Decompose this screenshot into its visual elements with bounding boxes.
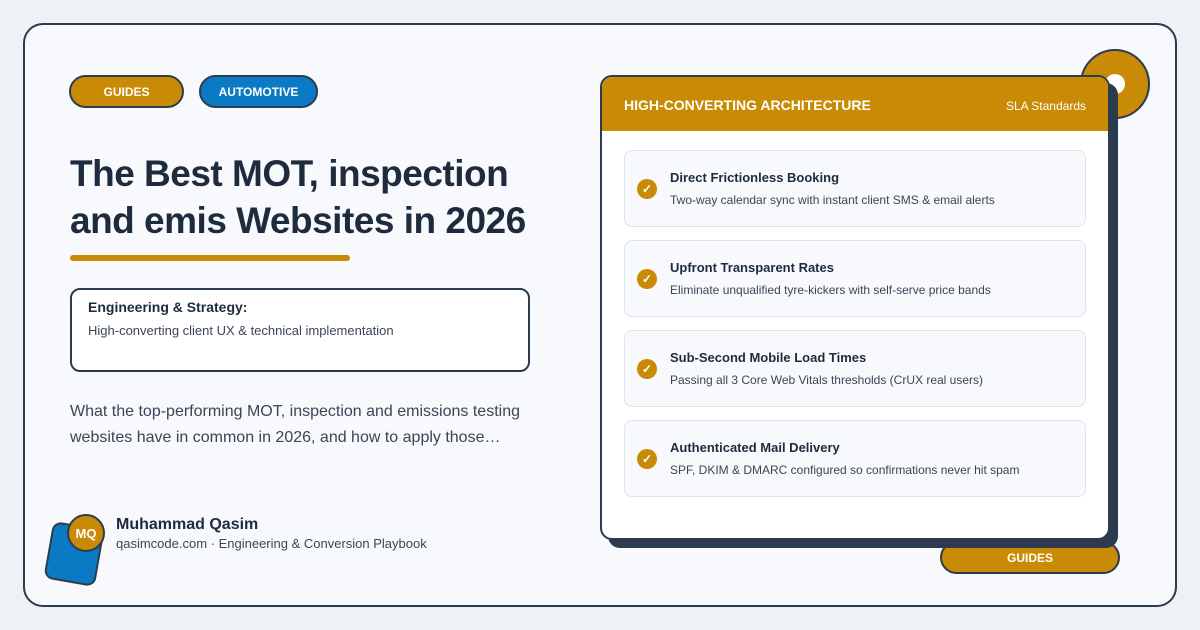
callout: Engineering & Strategy: High-converting … [70, 288, 530, 372]
feature-title: Direct Frictionless Booking [670, 170, 840, 185]
panel-header [602, 77, 1108, 131]
footer-tag[interactable]: GUIDES [1006, 550, 1053, 565]
tag[interactable]: GUIDES [69, 75, 184, 108]
feature-text: Two-way calendar sync with instant clien… [670, 193, 995, 207]
feature-title: Sub-Second Mobile Load Times [670, 350, 867, 365]
feature-title: Upfront Transparent Rates [670, 260, 834, 275]
check-icon: ✓ [637, 449, 657, 469]
avatar-initials: MQ [67, 514, 105, 552]
feature-text: Eliminate unqualified tyre-kickers with … [670, 283, 991, 297]
feature-text: SPF, DKIM & DMARC configured so confirma… [670, 463, 1020, 477]
author-byline: qasimcode.com · Engineering & Conversion… [116, 536, 427, 551]
feature-text: Passing all 3 Core Web Vitals thresholds… [670, 373, 984, 387]
feature-card: ✓ Authenticated Mail Delivery SPF, DKIM & … [624, 420, 1086, 497]
check-icon: ✓ [637, 179, 657, 199]
tag[interactable]: AUTOMOTIVE [199, 75, 318, 108]
callout-text: High-converting client UX & technical im… [88, 323, 394, 338]
panel-badge: SLA Standards [1005, 99, 1086, 113]
check-icon: ✓ [637, 359, 657, 379]
callout-heading: Engineering & Strategy: [88, 299, 248, 315]
title-line: and emis Websites in 2026 [70, 200, 526, 241]
underline [70, 255, 350, 261]
description: websites have in common in 2026, and how… [70, 429, 501, 446]
feature-title: Authenticated Mail Delivery [670, 440, 840, 455]
title-line: The Best MOT, inspection [70, 153, 509, 194]
feature-card: ✓ Upfront Transparent Rates Eliminate unqu… [624, 240, 1086, 317]
panel-title: HIGH-CONVERTING ARCHITECTURE [624, 97, 871, 113]
feature-card: ✓ Direct Frictionless Booking Two-way cale… [624, 150, 1086, 227]
description: What the top-performing MOT, inspection … [70, 403, 520, 420]
feature-card: ✓ Sub-Second Mobile Load Times Passing all… [624, 330, 1086, 407]
check-icon: ✓ [637, 269, 657, 289]
author-name: Muhammad Qasim [116, 516, 259, 533]
